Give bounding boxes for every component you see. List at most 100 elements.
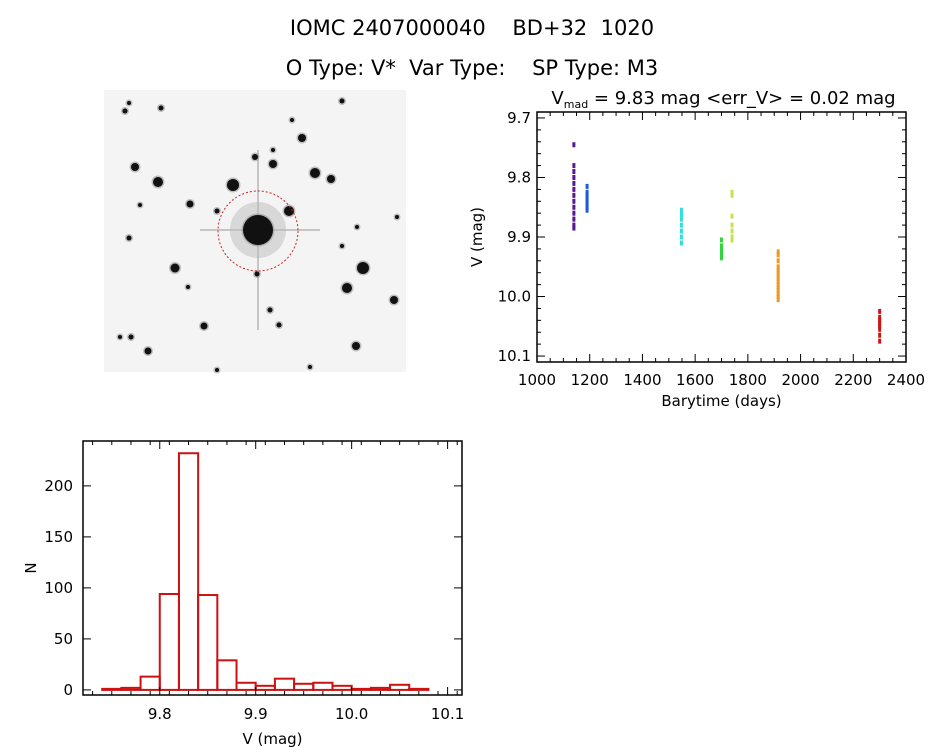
x-tick-label: 9.8 [148, 705, 172, 723]
data-point [776, 276, 780, 282]
star [308, 365, 312, 369]
x-tick-label: 2000 [781, 371, 819, 389]
data-point [730, 237, 734, 243]
histogram-bar [235, 681, 257, 691]
data-point [776, 264, 780, 270]
data-point [730, 213, 734, 219]
data-point [776, 252, 780, 258]
star [126, 235, 132, 241]
star [153, 177, 163, 187]
y-tick-label: 9.7 [507, 109, 531, 127]
data-point [572, 169, 576, 175]
star [118, 335, 122, 339]
data-point [878, 317, 882, 323]
data-point [585, 183, 589, 189]
data-point [776, 288, 780, 294]
histogram-bar [369, 686, 392, 691]
data-point [679, 222, 683, 228]
star [127, 101, 131, 105]
y-tick-label: 0 [63, 681, 73, 699]
x-tick-label: 1400 [623, 371, 661, 389]
data-point [585, 195, 589, 201]
data-point [730, 192, 734, 198]
x-tick-label: 2200 [834, 371, 872, 389]
data-point [572, 142, 576, 148]
data-point [776, 258, 780, 264]
data-point [730, 228, 734, 234]
data-point [572, 174, 576, 180]
histogram-bar [216, 659, 238, 691]
star [170, 263, 180, 273]
star [227, 179, 239, 191]
x-tick-label: 10.0 [335, 705, 368, 723]
star [390, 296, 398, 304]
y-tick-label: 10.0 [498, 288, 531, 306]
histogram-bar [120, 686, 142, 691]
histogram-bar [254, 684, 276, 691]
data-point [572, 216, 576, 222]
data-point [720, 246, 723, 252]
histogram-bar [389, 683, 411, 691]
x-tick-label: 10.1 [431, 705, 464, 723]
plot-frame [536, 111, 907, 363]
histogram-bar [177, 452, 200, 691]
data-point [585, 201, 589, 207]
histogram-bar [350, 687, 372, 691]
x-tick-label: 1800 [729, 371, 767, 389]
star [395, 215, 399, 219]
data-point [720, 255, 723, 261]
x-tick-label: 1000 [518, 371, 556, 389]
chart-title: Vmad = 9.83 mag <err_V> = 0.02 mag [551, 88, 895, 111]
star [310, 168, 320, 178]
star [290, 118, 294, 122]
data-point [585, 192, 589, 198]
histogram-bar [197, 594, 219, 691]
title-subscript: mad [564, 98, 588, 111]
star [355, 225, 359, 229]
star [269, 160, 277, 168]
data-point [730, 189, 734, 195]
data-point [679, 207, 683, 213]
x-tick-label: 2400 [887, 371, 925, 389]
data-point [585, 207, 589, 213]
data-point [572, 222, 576, 228]
histogram-bar [273, 677, 296, 691]
star [340, 244, 344, 248]
data-point [720, 249, 723, 255]
data-point [776, 279, 780, 285]
data-point [679, 216, 683, 222]
star [298, 134, 306, 142]
data-point [720, 243, 723, 249]
star [342, 283, 352, 293]
data-point [776, 267, 780, 273]
x-tick-label: 1200 [571, 371, 609, 389]
histogram-bar [293, 682, 315, 691]
y-tick-label: 150 [44, 528, 73, 546]
page-title: IOMC 2407000040 BD+32 1020 [289, 16, 655, 40]
y-axis-label: V (mag) [468, 207, 486, 267]
star [215, 368, 219, 372]
star [327, 175, 335, 183]
data-point [572, 192, 576, 198]
x-axis-label: V (mag) [242, 730, 302, 747]
data-point [776, 285, 780, 291]
data-point [572, 180, 576, 186]
data-point [679, 234, 683, 240]
data-point [878, 308, 882, 314]
data-point [730, 222, 734, 228]
star [200, 322, 208, 330]
star [128, 334, 134, 340]
data-point [720, 237, 723, 243]
data-point [572, 198, 576, 204]
data-point [776, 291, 780, 297]
data-point [720, 252, 723, 258]
star-field-image [104, 90, 406, 374]
star [138, 203, 142, 207]
data-point [878, 314, 882, 320]
star [122, 108, 128, 114]
star [254, 271, 260, 277]
data-point [776, 282, 780, 288]
star [267, 307, 273, 313]
y-tick-label: 9.9 [507, 228, 531, 246]
